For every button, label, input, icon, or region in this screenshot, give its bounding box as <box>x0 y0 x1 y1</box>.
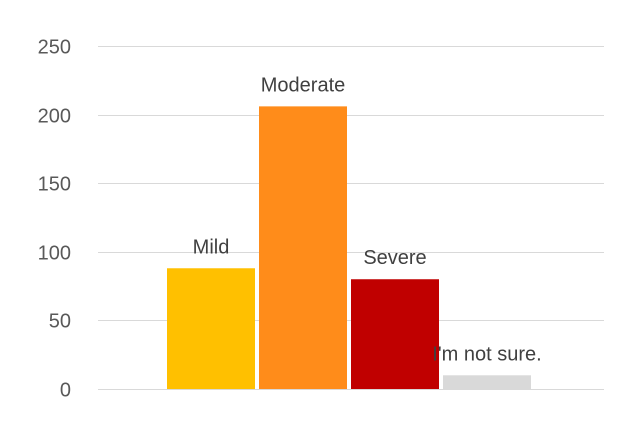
data-labels: Mild Moderate Severe I'm not sure. <box>193 74 542 365</box>
bar-category-label: Severe <box>363 247 426 269</box>
bars <box>167 106 531 390</box>
y-tick-label: 100 <box>38 243 71 265</box>
y-tick-label: 50 <box>49 311 71 333</box>
bar-category-label: Moderate <box>261 74 346 96</box>
y-tick-label: 250 <box>38 37 71 59</box>
bar <box>259 106 347 390</box>
y-tick-label: 150 <box>38 174 71 196</box>
y-tick-label: 0 <box>60 380 71 402</box>
bar <box>443 375 531 389</box>
bar <box>351 279 439 389</box>
y-axis-tick-labels: 0 50 100 150 200 250 <box>38 37 71 402</box>
y-tick-label: 200 <box>38 106 71 128</box>
bar <box>167 268 255 389</box>
bar-category-label: Mild <box>193 236 230 258</box>
bar-category-label: I'm not sure. <box>432 343 541 365</box>
